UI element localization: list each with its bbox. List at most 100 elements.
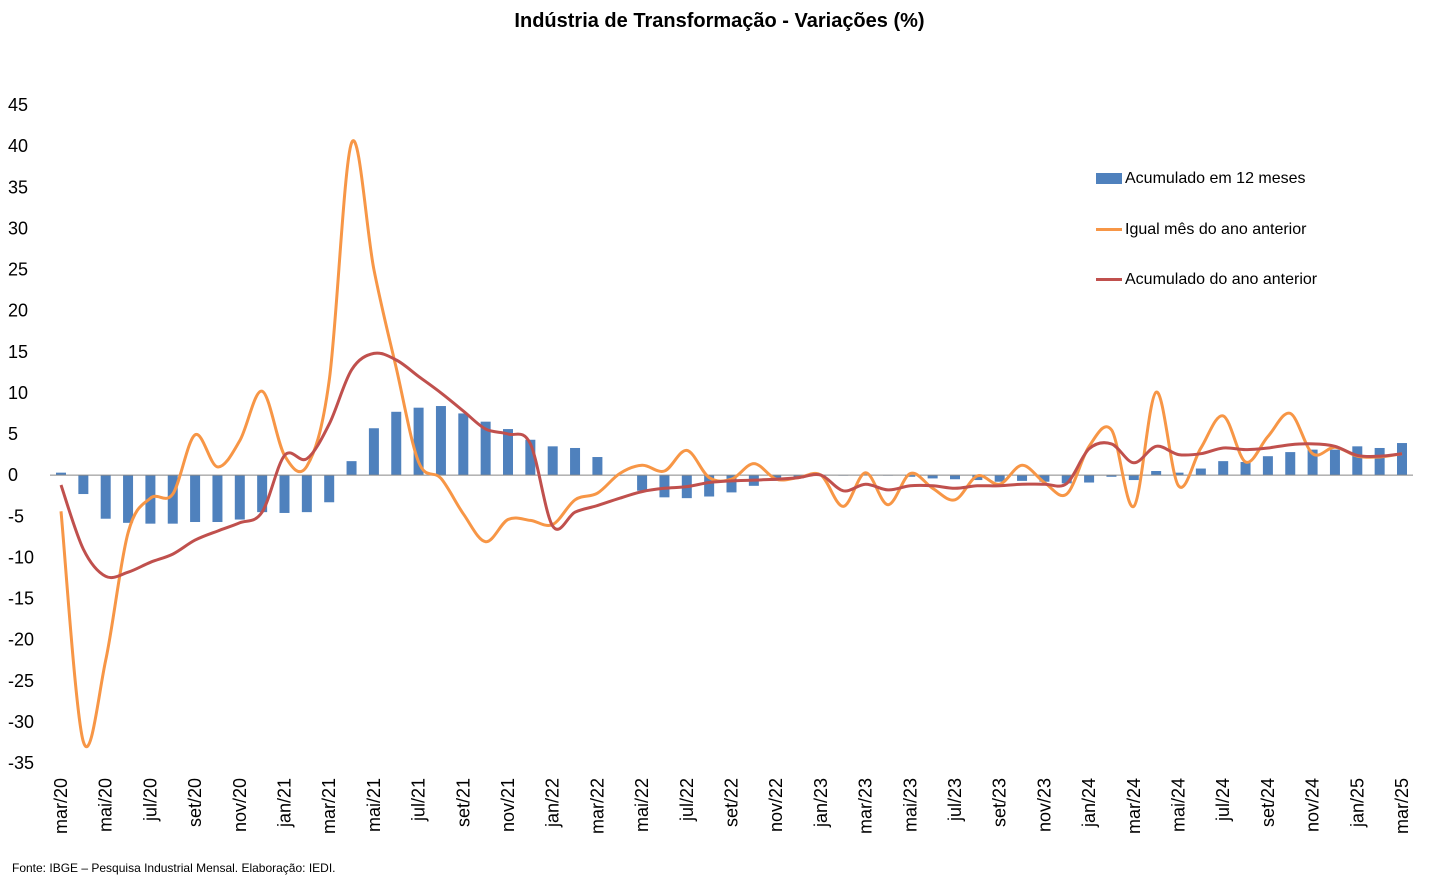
bar	[301, 475, 312, 513]
bar	[950, 475, 960, 480]
x-tick-label: nov/22	[766, 778, 786, 832]
bar	[1195, 468, 1206, 476]
x-tick-label: jul/22	[677, 778, 697, 822]
y-tick-label: 45	[8, 95, 28, 115]
x-tick-label: mai/21	[364, 778, 384, 832]
legend-item-same-month: Igual mês do ano anterior	[1096, 221, 1306, 239]
line-series-accumulated-year	[59, 351, 1403, 580]
bar	[726, 475, 737, 493]
bar	[659, 475, 670, 498]
bar	[1374, 447, 1385, 476]
bar	[78, 475, 89, 495]
legend-item-accumulated-year: Acumulado do ano anterior	[1096, 271, 1317, 289]
x-tick-label: jul/21	[409, 778, 429, 822]
x-tick-label: mar/25	[1392, 778, 1412, 834]
bar	[1151, 471, 1162, 476]
bar	[927, 475, 938, 479]
bar	[1329, 449, 1340, 476]
y-tick-label: -10	[8, 547, 34, 567]
x-tick-label: nov/24	[1303, 778, 1323, 832]
bar	[704, 475, 715, 497]
legend-label: Acumulado em 12 meses	[1125, 170, 1306, 187]
x-tick-label: set/23	[990, 778, 1010, 827]
y-tick-label: -25	[8, 671, 34, 691]
x-tick-label: jan/21	[275, 778, 295, 828]
x-tick-label: set/20	[185, 778, 205, 827]
y-tick-label: -15	[8, 589, 34, 609]
bar	[503, 429, 513, 476]
y-tick-label: -30	[8, 712, 34, 732]
y-tick-label: 20	[8, 301, 28, 321]
bar	[592, 457, 603, 476]
bar	[1173, 472, 1184, 476]
bar	[1061, 475, 1072, 484]
x-tick-label: nov/23	[1034, 778, 1054, 832]
legend-swatch-bar	[1096, 173, 1122, 185]
legend-swatch-line	[1096, 278, 1122, 282]
bar	[234, 475, 245, 520]
bar	[1262, 456, 1273, 476]
y-tick-label: 35	[8, 177, 28, 197]
y-tick-label: 15	[8, 342, 28, 362]
bar	[212, 475, 223, 523]
y-tick-label: -5	[8, 506, 24, 526]
bar	[1285, 452, 1296, 476]
y-tick-label: 30	[8, 218, 28, 238]
x-tick-label: mai/20	[96, 778, 116, 832]
bar	[167, 475, 178, 524]
bar	[972, 475, 983, 481]
bar	[570, 447, 581, 476]
bar	[547, 446, 558, 476]
bar	[368, 428, 379, 476]
x-tick-label: mar/20	[51, 778, 71, 834]
bar	[435, 406, 446, 476]
bar	[1240, 461, 1251, 476]
bar	[994, 475, 1005, 482]
bar	[1307, 449, 1318, 476]
legend-swatch-line	[1096, 228, 1122, 232]
bar	[1352, 446, 1363, 476]
bar	[1106, 475, 1117, 477]
x-tick-label: jul/20	[140, 778, 160, 822]
x-tick-label: set/24	[1258, 778, 1278, 827]
x-tick-label: mai/24	[1169, 778, 1189, 832]
bar	[324, 475, 335, 503]
bar	[413, 407, 424, 476]
chart-title: Indústria de Transformação - Variações (…	[514, 10, 925, 32]
x-tick-label: mar/22	[587, 778, 607, 834]
x-tick-label: jul/23	[945, 778, 965, 822]
y-tick-label: -20	[8, 630, 34, 650]
bar	[190, 475, 201, 523]
bar	[257, 475, 268, 513]
source-note: Fonte: IBGE – Pesquisa Industrial Mensal…	[12, 861, 336, 875]
x-tick-label: jan/22	[543, 778, 563, 828]
bar	[100, 475, 111, 519]
x-tick-label: jan/25	[1347, 778, 1367, 828]
bar	[346, 461, 357, 476]
x-tick-label: mar/23	[856, 778, 876, 834]
x-tick-label: mar/24	[1124, 778, 1144, 834]
bar	[1397, 443, 1407, 476]
y-tick-label: 0	[8, 465, 18, 485]
bar	[1017, 475, 1028, 481]
bar	[458, 413, 469, 476]
y-tick-label: -35	[8, 753, 34, 773]
bar	[1084, 475, 1095, 483]
bar	[525, 439, 536, 476]
bar	[905, 475, 916, 477]
bar	[1128, 475, 1139, 481]
x-tick-label: mai/22	[632, 778, 652, 832]
y-tick-label: 5	[8, 424, 18, 444]
line-series-same-month	[59, 139, 1403, 749]
x-tick-label: mai/23	[900, 778, 920, 832]
x-tick-label: set/22	[722, 778, 742, 827]
bar	[637, 475, 648, 491]
bar	[56, 472, 66, 476]
bar	[123, 475, 134, 523]
x-tick-label: jan/23	[811, 778, 831, 828]
legend-label: Acumulado do ano anterior	[1125, 271, 1318, 288]
bar	[279, 475, 290, 513]
legend-item-accumulated-12m: Acumulado em 12 meses	[1096, 170, 1306, 188]
y-tick-label: 10	[8, 383, 28, 403]
